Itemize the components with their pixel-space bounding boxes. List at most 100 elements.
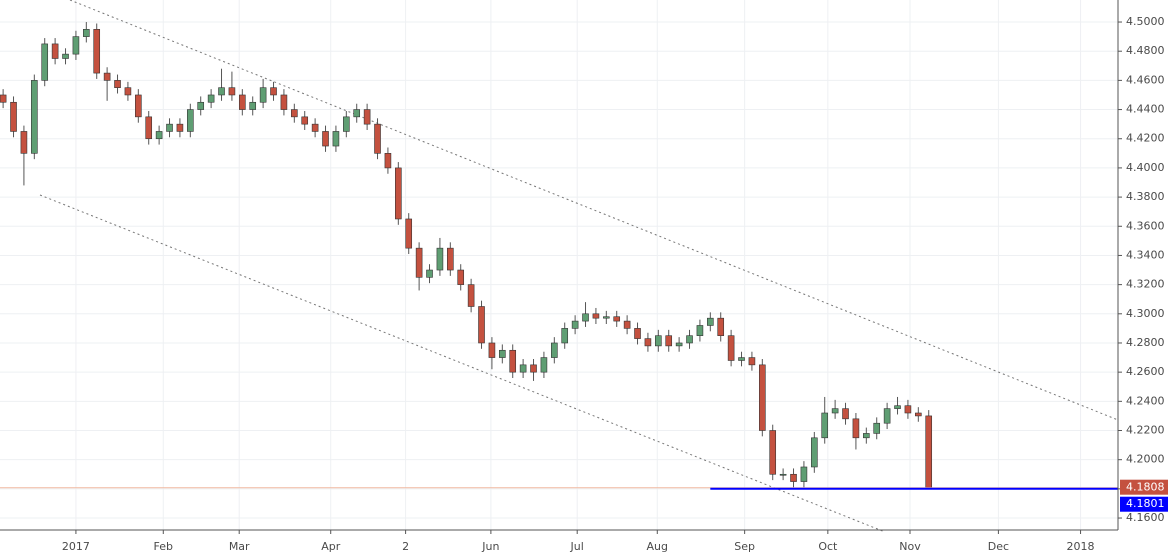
candle-body [582, 313, 589, 322]
candle-body [197, 101, 205, 110]
y-tick-label: 4.4000 [1126, 161, 1165, 174]
candle-body [696, 325, 704, 336]
x-tick-label: Jun [481, 540, 499, 553]
x-tick-label: Oct [818, 540, 838, 553]
y-tick-label: 4.2000 [1126, 453, 1165, 466]
candle-body [259, 87, 267, 103]
candle-body [145, 116, 153, 140]
y-tick-label: 4.2600 [1126, 365, 1165, 378]
candle-body [384, 153, 392, 169]
x-tick-label: 2018 [1067, 540, 1095, 553]
candle-body [894, 405, 901, 409]
y-tick-label: 4.2800 [1126, 336, 1165, 349]
support-label: 4.1801 [1126, 497, 1165, 510]
candle-body [603, 316, 610, 319]
candle-body [447, 247, 454, 271]
candle-body [301, 116, 309, 125]
y-tick-label: 4.1600 [1126, 511, 1165, 524]
y-tick-label: 4.5000 [1126, 15, 1165, 28]
candle-body [790, 473, 797, 482]
candle-body [863, 433, 870, 439]
candle-body [176, 123, 184, 132]
candle-body [62, 53, 69, 59]
candle-body [280, 94, 288, 110]
y-tick-label: 4.2200 [1126, 424, 1165, 437]
candle-body [831, 408, 839, 414]
x-tick-label: Apr [321, 540, 341, 553]
candles [0, 22, 1118, 490]
y-tick-label: 4.3400 [1126, 248, 1165, 261]
x-tick-label: Dec [988, 540, 1009, 553]
candle-body [332, 131, 340, 147]
y-tick-label: 4.3600 [1126, 219, 1165, 232]
candle-body [83, 29, 90, 37]
x-tick-label: 2 [402, 540, 409, 553]
candle-body [644, 338, 652, 347]
candle-body [322, 131, 329, 147]
candle-body [51, 43, 59, 59]
y-tick-label: 4.3800 [1126, 190, 1165, 203]
candle-body [509, 349, 517, 373]
y-tick-label: 4.4800 [1126, 44, 1165, 57]
candle-body [72, 36, 80, 55]
candle-body [530, 364, 537, 373]
candle-body [540, 357, 548, 373]
y-tick-label: 4.3200 [1126, 278, 1165, 291]
candle-body [592, 313, 600, 319]
candle-body [707, 317, 714, 326]
x-tick-label: Sep [734, 540, 755, 553]
candle-body [31, 80, 38, 154]
channel-upper [69, 0, 1119, 421]
support-box [1120, 496, 1168, 512]
candle-body [613, 316, 621, 322]
candle-body [353, 109, 361, 118]
candle-body [571, 320, 579, 329]
candle-body [883, 408, 891, 424]
grid [0, 0, 1118, 530]
candle-body [228, 87, 236, 96]
y-tick-label: 4.4200 [1126, 132, 1165, 145]
x-tick-label: 2017 [62, 540, 90, 553]
candle-body [103, 72, 111, 81]
candle-body [135, 94, 142, 118]
candle-body [873, 422, 881, 434]
candle-body [0, 94, 7, 103]
candle-body [561, 328, 569, 344]
candle-body [436, 247, 444, 271]
candle-body [623, 320, 631, 329]
candle-body [93, 29, 101, 74]
candle-body [821, 412, 829, 439]
candle-body [311, 123, 319, 132]
candle-body [665, 335, 673, 347]
candle-body [800, 466, 808, 482]
y-tick-label: 4.4400 [1126, 103, 1165, 116]
candle-body [499, 349, 506, 358]
candle-body [124, 87, 132, 96]
candle-body [239, 94, 246, 110]
candle-body [686, 335, 693, 344]
last-price-box [1120, 479, 1168, 495]
candle-body [374, 123, 381, 154]
last-price-label: 4.1808 [1126, 481, 1165, 494]
candle-body [467, 284, 475, 307]
candle-body [291, 109, 298, 118]
candle-body [166, 123, 173, 132]
candle-body [842, 408, 849, 420]
candle-body [114, 80, 121, 88]
candle-body [20, 131, 28, 154]
candle-body [426, 269, 433, 278]
candle-body [478, 306, 485, 344]
axis-labels: 4.16004.18004.20004.22004.24004.26004.28… [62, 15, 1168, 553]
candle-body [41, 43, 49, 81]
candle-body [759, 364, 766, 431]
y-tick-label: 4.4600 [1126, 73, 1165, 86]
candle-body [10, 101, 17, 132]
candle-body [187, 109, 194, 132]
candle-body [218, 87, 225, 96]
candle-body [405, 218, 413, 249]
candle-body [249, 101, 257, 110]
candle-body [779, 473, 787, 476]
channel-lower [39, 194, 886, 533]
